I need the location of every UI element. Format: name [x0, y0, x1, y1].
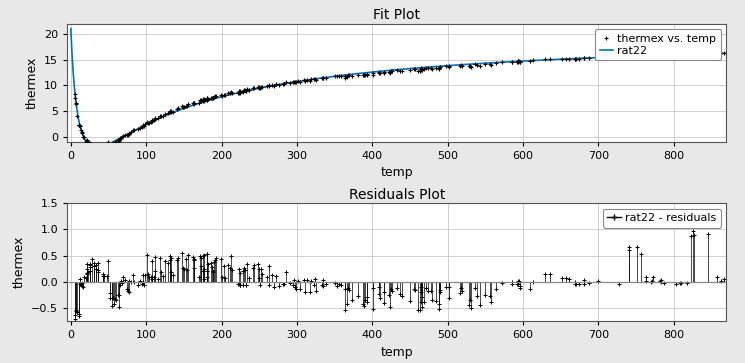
thermex vs. temp: [93, 144, 102, 148]
rat22: [318, 76, 327, 80]
thermex vs. temp: [70, 92, 79, 97]
thermex vs. temp: [704, 47, 713, 51]
Title: Residuals Plot: Residuals Plot: [349, 188, 445, 202]
X-axis label: temp: temp: [381, 346, 413, 359]
Y-axis label: thermex: thermex: [13, 236, 25, 288]
rat22: [722, 51, 731, 56]
rat22: [66, 26, 75, 31]
thermex vs. temp: [129, 128, 138, 132]
rat22: [180, 106, 189, 110]
rat22: [346, 72, 355, 77]
rat22: [92, 145, 101, 150]
thermex vs. temp: [347, 74, 356, 78]
Line: thermex vs. temp: thermex vs. temp: [72, 46, 726, 148]
rat22: [709, 52, 718, 56]
rat22: [142, 122, 150, 127]
thermex vs. temp: [86, 141, 95, 146]
Legend: rat22 - residuals: rat22 - residuals: [603, 209, 721, 228]
Title: Fit Plot: Fit Plot: [373, 8, 420, 23]
thermex vs. temp: [720, 51, 729, 55]
thermex vs. temp: [393, 68, 402, 73]
Legend: thermex vs. temp, rat22: thermex vs. temp, rat22: [595, 29, 721, 60]
X-axis label: temp: temp: [381, 166, 413, 179]
Y-axis label: thermex: thermex: [25, 57, 38, 109]
thermex vs. temp: [593, 55, 602, 60]
thermex vs. temp: [291, 80, 300, 85]
Line: rat22: rat22: [71, 29, 726, 147]
rat22: [638, 54, 647, 58]
